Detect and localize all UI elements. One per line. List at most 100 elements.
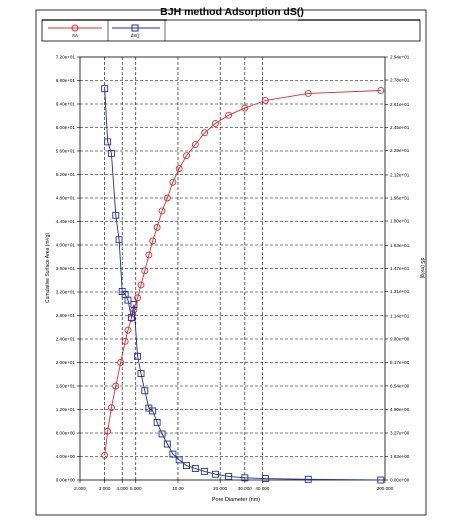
y-left-tick-label: 5.60e+01 <box>56 149 76 154</box>
data-point-sa <box>225 111 233 119</box>
y-axis-left: 0.00e+00 4.00e+00 8.00e+00 1.20e+01 1.60e+01… <box>56 55 80 483</box>
grid <box>80 57 385 480</box>
data-point-sa <box>153 223 161 231</box>
y-right-tick-label: 1.14e+01 <box>390 314 410 319</box>
y-left-tick-label: 7.20e+01 <box>56 55 76 60</box>
data-point-ds <box>211 470 219 478</box>
y-right-tick-label: 3.27e+00 <box>390 431 410 436</box>
data-point-ds <box>163 440 171 448</box>
y-left-tick-label: 2.00e+01 <box>56 360 76 365</box>
y-left-tick-label: 4.80e+01 <box>56 196 76 201</box>
data-point-sa <box>261 97 269 104</box>
y-right-tick-label: 2.78e+01 <box>390 78 410 83</box>
y-right-tick-label: 4.90e+00 <box>390 407 410 412</box>
series-line-sa <box>104 90 381 456</box>
legend-box <box>41 19 421 42</box>
legend-entry-ds: dS() <box>112 24 160 38</box>
legend-label-sa: SA <box>72 33 78 38</box>
data-point-sa <box>112 382 120 390</box>
data-point-ds <box>201 467 209 475</box>
data-point-ds <box>107 149 115 157</box>
data-point-sa <box>169 178 177 186</box>
data-point-ds <box>225 472 233 480</box>
data-point-ds <box>158 430 166 438</box>
data-point-sa <box>145 251 153 259</box>
x-axis: 2.000 3.000 4.000 5.000 10.00 20.000 30.000 40.… <box>74 480 394 491</box>
series-line-ds <box>104 88 381 481</box>
x-tick-label: 30.000 <box>238 486 252 491</box>
data-point-ds <box>101 85 109 93</box>
data-point-sa <box>134 294 142 302</box>
y-right-tick-label: 6.54e+00 <box>390 384 410 389</box>
y-left-tick-label: 1.20e+01 <box>56 407 76 412</box>
legend-entry-sa: SA <box>48 24 102 38</box>
y-right-tick-label: 0.00e+00 <box>390 478 410 483</box>
data-point-ds <box>134 352 142 360</box>
x-tick-label: 20.000 <box>213 486 227 491</box>
y-right-tick-label: 2.61e+01 <box>390 102 410 107</box>
data-point-ds <box>153 418 161 426</box>
y-right-tick-label: 1.96e+01 <box>390 196 410 201</box>
x-tick-label: 40.000 <box>255 486 269 491</box>
y-right-tick-label: 2.29e+01 <box>390 148 410 153</box>
y-right-tick-label: 1.47e+01 <box>390 266 410 271</box>
data-point-sa <box>107 404 115 412</box>
y-right-tick-label: 1.63e+01 <box>390 243 410 248</box>
y-left-tick-label: 4.00e+01 <box>56 243 76 248</box>
y-right-tick-label: 9.80e+00 <box>390 337 410 342</box>
data-point-ds <box>127 313 135 321</box>
y-left-tick-label: 8.00e+00 <box>56 431 76 436</box>
y-right-tick-label: 2.94e+01 <box>390 55 410 60</box>
data-point-ds <box>261 475 269 483</box>
data-point-ds <box>183 462 190 470</box>
x-tick-label: 2.000 <box>74 486 86 491</box>
legend-swatch-sa-marker <box>71 24 79 32</box>
y-left-tick-label: 5.20e+01 <box>56 172 76 177</box>
y-left-tick-label: 4.40e+01 <box>56 219 76 224</box>
data-point-ds <box>104 138 112 146</box>
x-tick-label: 4.000 <box>116 486 128 491</box>
data-point-ds <box>175 456 183 464</box>
y-left-tick-label: 3.60e+01 <box>56 266 76 271</box>
page-border <box>35 9 427 516</box>
data-point-ds <box>304 475 312 483</box>
data-point-sa <box>377 87 385 94</box>
y-left-tick-label: 0.00e+00 <box>56 478 76 483</box>
data-point-sa <box>201 129 209 137</box>
data-point-sa <box>175 165 183 173</box>
series-layer <box>101 85 385 484</box>
data-point-sa <box>141 267 149 275</box>
data-point-sa <box>104 427 112 435</box>
y-left-tick-label: 6.40e+01 <box>56 102 76 107</box>
data-point-sa <box>211 119 219 127</box>
y-left-tick-label: 6.80e+01 <box>56 78 76 83</box>
data-point-ds <box>169 450 177 458</box>
y-right-tick-label: 8.17e+00 <box>390 360 410 365</box>
y-left-tick-label: 1.60e+01 <box>56 384 76 389</box>
data-point-ds <box>130 301 138 308</box>
y-left-tick-label: 2.80e+01 <box>56 313 76 318</box>
x-tick-label: 10.00 <box>172 486 184 491</box>
y-left-tick-label: 4.00e+00 <box>56 454 76 459</box>
data-point-sa <box>137 281 145 289</box>
y-axis-left-title: Cumulative Surface Area (m²/g) <box>45 233 51 303</box>
data-point-ds <box>141 387 149 395</box>
x-tick-label: 300.000 <box>377 486 394 491</box>
data-point-sa <box>149 237 157 245</box>
y-axis-right: 0.00e+00 1.63e+00 3.27e+00 4.90e+00 6.54e+00… <box>385 55 410 483</box>
data-point-ds <box>191 465 199 472</box>
y-left-tick-label: 6.00e+01 <box>56 125 76 130</box>
data-point-ds <box>124 296 132 304</box>
data-point-sa <box>117 359 125 366</box>
data-point-ds <box>149 407 157 415</box>
y-right-tick-label: 1.63e+00 <box>390 454 410 459</box>
legend-swatch-ds-marker <box>131 24 139 32</box>
data-point-sa <box>158 207 166 215</box>
data-point-ds <box>377 476 385 484</box>
y-axis-right-title: dS (m²/g) <box>419 258 425 279</box>
data-point-sa <box>163 194 171 202</box>
data-point-sa <box>124 326 132 334</box>
data-point-sa <box>101 451 109 459</box>
